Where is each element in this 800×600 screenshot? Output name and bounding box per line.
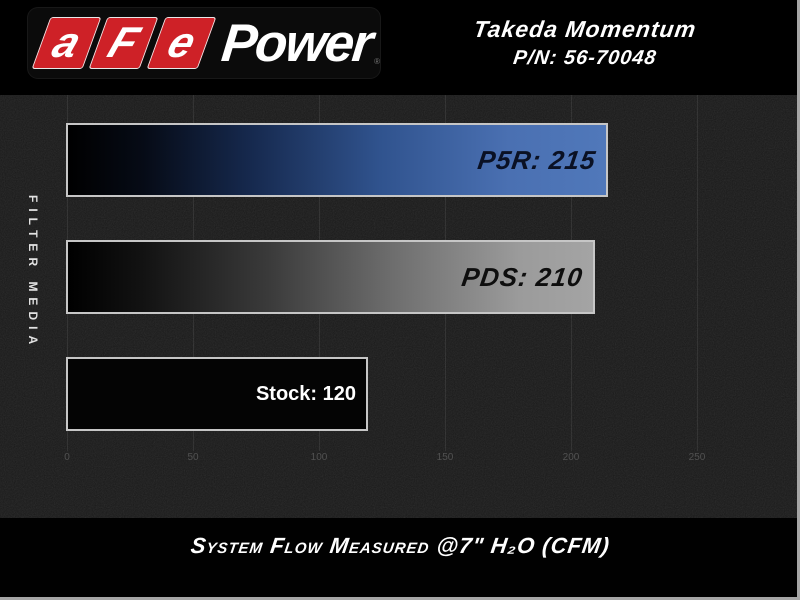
plot-area: FILTER MEDIA P5R: 215 PDS: 210 Stock: 12… [0, 95, 800, 518]
header-banner: a F e Power ® Takeda Momentum P/N: 56-70… [0, 0, 800, 95]
afe-power-logo: a F e Power ® [28, 8, 380, 78]
x-tick-label-100: 100 [310, 452, 328, 463]
gridline-250 [697, 95, 698, 451]
bar-value-label-stock: Stock: 120 [255, 382, 356, 405]
bar-p5r: P5R: 215 [66, 123, 608, 197]
logo-letter-a: a [46, 18, 88, 67]
x-tick-label-0: 0 [64, 452, 70, 463]
product-title-block: Takeda Momentum P/N: 56-70048 [420, 16, 750, 70]
logo-letter-f: F [102, 18, 147, 67]
product-title: Takeda Momentum [472, 16, 699, 42]
x-tick-label-50: 50 [187, 452, 199, 463]
y-axis-label-wrap: FILTER MEDIA [26, 95, 40, 451]
x-tick-label-200: 200 [562, 452, 580, 463]
part-number: P/N: 56-70048 [511, 47, 659, 69]
registered-trademark-icon: ® [374, 57, 380, 66]
bar-value-label-p5r: P5R: 215 [476, 144, 599, 175]
screenshot-bottom-edge [0, 597, 800, 600]
logo-wordmark: Power [218, 13, 375, 73]
logo-letter-block-e: e [146, 17, 217, 69]
bar-pds: PDS: 210 [66, 240, 595, 314]
chart-area: FILTER MEDIA P5R: 215 PDS: 210 Stock: 12… [0, 95, 800, 518]
bar-value-label-pds: PDS: 210 [460, 261, 586, 292]
x-tick-label-150: 150 [436, 452, 454, 463]
logo-letter-e: e [160, 18, 203, 67]
x-axis-caption-text: System Flow Measured @7" H₂O (CFM) [188, 533, 612, 558]
y-axis-label: FILTER MEDIA [26, 195, 40, 351]
bottom-caption-strip: System Flow Measured @7" H₂O (CFM) [0, 518, 800, 600]
screenshot-right-edge [797, 0, 800, 600]
bar-stock: Stock: 120 [66, 357, 368, 431]
x-axis-caption: System Flow Measured @7" H₂O (CFM) [0, 533, 800, 559]
x-tick-label-250: 250 [688, 452, 706, 463]
